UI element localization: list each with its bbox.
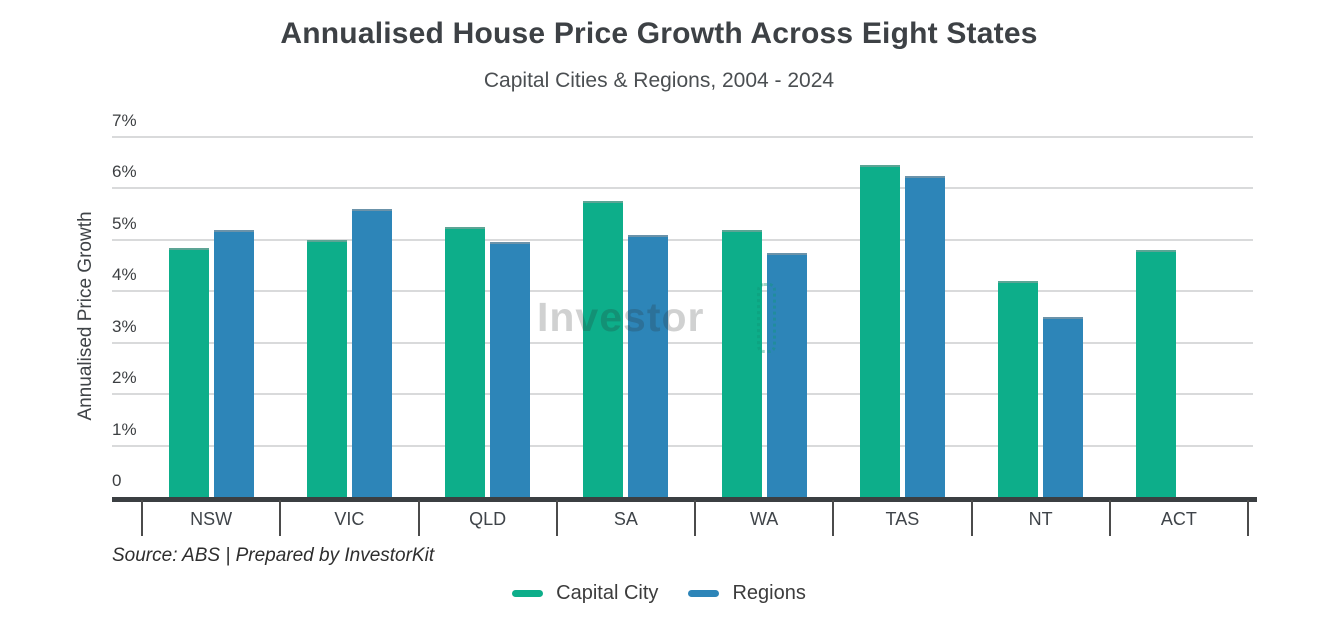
bar-regions-nsw [213, 229, 254, 499]
x-axis-separator [832, 500, 835, 536]
source-note: Source: ABS | Prepared by InvestorKit [112, 545, 435, 566]
y-tick-label-0: 0 [112, 471, 122, 490]
bar-capital-city-nt [998, 281, 1039, 499]
y-tick-label-5%: 5% [112, 213, 137, 233]
gridline-3% [112, 341, 1253, 344]
gridline-1% [112, 444, 1253, 447]
bar-capital-city-vic [306, 239, 347, 499]
x-axis-separator [1108, 500, 1111, 536]
x-axis-label-nt: NT [1028, 509, 1053, 529]
legend-label: Capital City [556, 582, 659, 604]
x-axis-separator [555, 500, 558, 536]
x-axis-line [112, 497, 1257, 502]
bar-regions-sa [628, 234, 669, 499]
y-axis-title: Annualised Price Growth [75, 211, 96, 421]
bar-regions-tas [904, 175, 945, 499]
x-axis-label-sa: SA [613, 509, 638, 529]
bar-capital-city-nsw [168, 247, 209, 499]
y-tick-label-1%: 1% [112, 419, 137, 439]
bar-capital-city-wa [721, 229, 762, 499]
gridline-7% [112, 136, 1253, 138]
y-tick-label-6%: 6% [112, 162, 137, 182]
gridline-4% [112, 290, 1253, 293]
x-axis-separator [694, 500, 696, 536]
chart-subtitle: Capital Cities & Regions, 2004 - 2024 [483, 69, 835, 92]
legend-item-capital-city: Capital City [512, 582, 658, 605]
gridline-6% [112, 187, 1253, 190]
chart-title: Annualised House Price Growth Across Eig… [280, 17, 1038, 50]
x-axis-label-vic: VIC [334, 509, 365, 529]
bar-regions-nt [1043, 317, 1084, 499]
legend-label: Regions [732, 582, 806, 604]
bar-regions-vic [351, 209, 392, 499]
gridline-5% [112, 238, 1253, 241]
bar-capital-city-sa [583, 201, 624, 499]
y-tick-label-3%: 3% [112, 316, 137, 336]
bar-capital-city-tas [859, 165, 900, 499]
legend: Capital City Regions [0, 582, 1318, 605]
x-axis-separator [141, 500, 143, 536]
y-tick-label-7%: 7% [112, 111, 137, 130]
x-axis-label-qld: QLD [469, 509, 507, 529]
legend-marker-icon [688, 590, 720, 597]
x-axis-label-wa: WA [749, 509, 779, 529]
x-axis-separator [417, 500, 420, 536]
x-axis-label-nsw: NSW [190, 509, 233, 529]
x-axis-separator [279, 500, 282, 536]
x-axis-separator [1247, 500, 1249, 536]
bar-regions-qld [490, 242, 531, 499]
x-axis-separator [970, 500, 973, 536]
y-tick-label-2%: 2% [112, 368, 137, 388]
y-tick-label-4%: 4% [112, 265, 137, 285]
legend-marker-icon [512, 590, 544, 597]
bar-capital-city-act [1136, 250, 1177, 499]
legend-item-regions: Regions [688, 582, 806, 605]
bar-capital-city-qld [445, 227, 486, 499]
x-axis-label-tas: TAS [885, 509, 920, 529]
gridline-2% [112, 393, 1253, 396]
x-axis-label-act: ACT [1160, 509, 1197, 529]
bar-regions-wa [766, 252, 807, 499]
